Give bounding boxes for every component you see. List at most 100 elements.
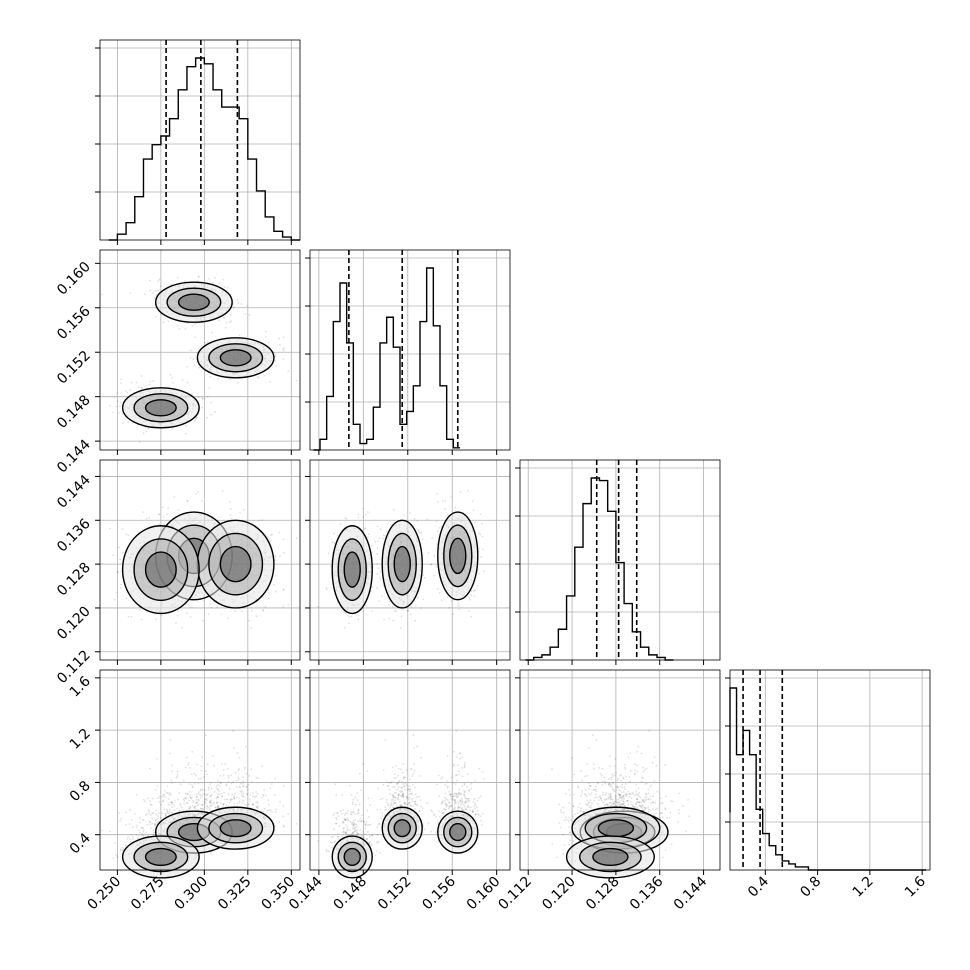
scatter-point: [248, 619, 250, 622]
scatter-point: [176, 775, 179, 778]
scatter-point: [156, 821, 159, 824]
scatter-point: [416, 520, 419, 522]
scatter-point: [220, 613, 223, 616]
scatter-point: [433, 554, 436, 557]
scatter-point: [269, 381, 272, 383]
scatter-point: [191, 750, 194, 753]
scatter-point: [186, 365, 189, 368]
scatter-point: [275, 808, 277, 811]
scatter-point: [204, 342, 207, 344]
scatter-point: [138, 834, 141, 837]
scatter-point: [191, 805, 194, 807]
scatter-point: [230, 517, 233, 520]
scatter-point: [248, 775, 251, 777]
scatter-point: [426, 518, 429, 520]
scatter-point: [233, 306, 235, 309]
scatter-point: [139, 817, 142, 819]
scatter-point: [221, 795, 224, 797]
scatter-point: [206, 395, 209, 398]
scatter-point: [379, 570, 382, 573]
scatter-point: [115, 591, 118, 594]
scatter-point: [230, 774, 233, 777]
scatter-point: [264, 336, 267, 338]
scatter-point: [343, 626, 346, 629]
scatter-point: [142, 511, 145, 513]
scatter-point: [343, 611, 345, 613]
scatter-point: [217, 805, 219, 808]
scatter-point: [244, 745, 247, 748]
scatter-point: [245, 804, 248, 807]
scatter-point: [150, 803, 153, 806]
scatter-point: [184, 766, 187, 769]
scatter-point: [476, 585, 479, 587]
scatter-point: [377, 567, 380, 570]
scatter-point: [282, 348, 285, 350]
scatter-point: [388, 617, 391, 620]
scatter-point: [190, 606, 193, 608]
scatter-point: [142, 829, 145, 831]
scatter-point: [119, 583, 122, 586]
scatter-point: [213, 790, 216, 793]
scatter-point: [210, 606, 213, 609]
scatter-point: [468, 610, 471, 612]
scatter-point: [282, 538, 285, 541]
scatter-point: [217, 784, 220, 786]
scatter-point: [219, 775, 222, 777]
scatter-point: [471, 500, 474, 503]
scatter-point: [139, 609, 141, 611]
scatter-point: [147, 797, 149, 800]
scatter-point: [157, 280, 160, 283]
scatter-point: [234, 610, 237, 613]
scatter-point: [282, 605, 285, 608]
scatter-point: [366, 536, 369, 538]
scatter-point: [230, 314, 232, 316]
scatter-point: [181, 806, 183, 809]
contour-level: [144, 551, 177, 588]
scatter-point: [214, 277, 216, 279]
scatter-point: [155, 809, 158, 812]
panel-background: [100, 40, 300, 240]
scatter-point: [282, 785, 285, 788]
scatter-point: [479, 533, 482, 536]
scatter-point: [199, 797, 202, 799]
scatter-point: [171, 764, 174, 767]
scatter-point: [230, 507, 232, 510]
scatter-point: [287, 603, 290, 606]
scatter-point: [282, 358, 285, 361]
scatter-point: [436, 501, 439, 503]
scatter-point: [279, 344, 281, 347]
scatter-point: [336, 534, 339, 536]
scatter-point: [171, 770, 174, 773]
scatter-point: [137, 386, 140, 388]
scatter-point: [370, 610, 373, 612]
scatter-point: [414, 605, 417, 607]
scatter-point: [264, 330, 267, 333]
scatter-point: [176, 324, 179, 327]
scatter-point: [113, 396, 116, 399]
scatter-point: [233, 747, 235, 749]
scatter-point: [436, 588, 439, 590]
scatter-point: [283, 347, 285, 349]
scatter-point: [178, 327, 181, 330]
scatter-point: [148, 517, 151, 519]
scatter-point: [227, 617, 229, 620]
scatter-point: [248, 803, 250, 806]
scatter-point: [317, 606, 320, 608]
y-tick-label: 0.128: [54, 560, 94, 600]
scatter-point: [269, 809, 272, 812]
scatter-point: [201, 397, 204, 400]
scatter-point: [226, 798, 229, 801]
scatter-point: [378, 537, 381, 540]
scatter-point: [265, 794, 267, 797]
scatter-point: [126, 837, 129, 840]
scatter-point: [339, 523, 342, 526]
scatter-point: [147, 427, 150, 430]
scatter-point: [130, 381, 133, 384]
scatter-point: [229, 378, 232, 381]
scatter-point: [248, 313, 251, 316]
scatter-point: [176, 276, 179, 279]
scatter-point: [130, 819, 133, 821]
scatter-point: [268, 341, 270, 344]
scatter-point: [162, 794, 165, 796]
